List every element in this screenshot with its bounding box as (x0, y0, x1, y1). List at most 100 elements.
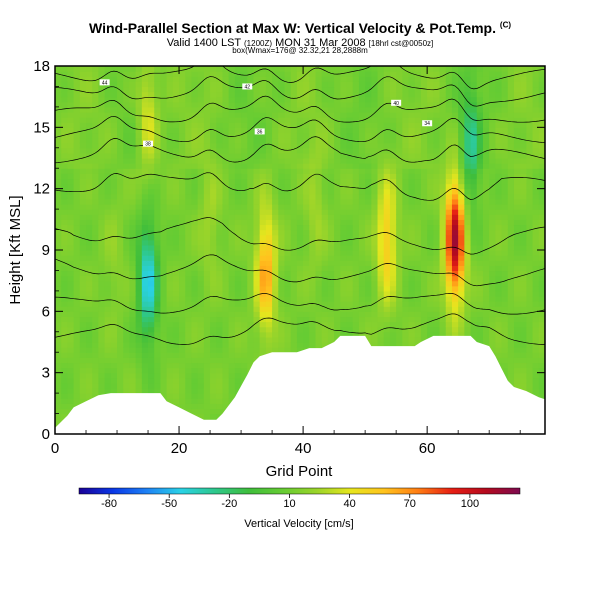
field-cell (73, 347, 81, 353)
field-cell (203, 244, 211, 251)
field-cell (247, 316, 255, 323)
field-cell (55, 183, 62, 190)
field-cell (129, 193, 137, 200)
field-cell (191, 106, 199, 113)
field-cell (278, 76, 286, 82)
field-cell (340, 76, 348, 82)
field-cell (197, 76, 205, 82)
field-cell (141, 152, 149, 159)
field-cell (55, 326, 62, 333)
field-cell (197, 152, 205, 159)
field-cell (327, 168, 335, 174)
field-cell (228, 357, 236, 364)
field-cell (55, 244, 62, 251)
field-cell (154, 362, 162, 369)
field-cell (135, 193, 143, 200)
field-cell (67, 76, 75, 82)
field-cell (104, 173, 112, 180)
field-cell (191, 158, 199, 164)
field-cell (303, 306, 310, 312)
field-cell (284, 270, 292, 277)
field-cell (445, 183, 453, 190)
field-cell (296, 117, 304, 123)
field-cell (55, 393, 62, 399)
field-cell (439, 101, 447, 108)
field-cell (241, 173, 248, 180)
field-cell (303, 76, 310, 82)
field-cell (458, 301, 465, 307)
field-cell (290, 193, 298, 200)
field-cell (476, 209, 484, 215)
field-cell (470, 158, 478, 164)
field-cell (420, 183, 428, 190)
field-cell (234, 209, 242, 215)
field-cell (420, 198, 428, 205)
field-cell (402, 342, 410, 348)
field-cell (352, 234, 360, 241)
field-cell (55, 91, 62, 98)
field-cell (141, 270, 149, 277)
field-cell (55, 193, 62, 200)
field-cell (86, 234, 93, 241)
field-cell (172, 224, 180, 231)
field-cell (464, 321, 472, 328)
field-cell (408, 137, 416, 144)
field-cell (141, 331, 149, 338)
field-cell (420, 193, 428, 200)
field-cell (334, 214, 341, 220)
field-cell (135, 229, 143, 236)
field-cell (197, 357, 205, 364)
field-cell (73, 306, 81, 312)
field-cell (129, 321, 137, 328)
field-cell (222, 265, 230, 272)
field-cell (290, 250, 298, 256)
field-cell (259, 91, 267, 98)
field-cell (222, 352, 230, 358)
field-cell (123, 96, 131, 103)
field-cell (234, 193, 242, 200)
field-cell (451, 86, 459, 93)
field-cell (259, 158, 267, 164)
field-cell (191, 183, 199, 190)
field-cell (458, 137, 465, 144)
field-cell (352, 86, 360, 93)
field-cell (67, 224, 75, 231)
field-cell (179, 106, 186, 113)
field-cell (141, 209, 149, 215)
field-cell (451, 321, 459, 328)
field-cell (377, 91, 385, 98)
field-cell (408, 96, 416, 103)
field-cell (98, 122, 106, 128)
field-cell (358, 285, 366, 292)
field-cell (427, 290, 434, 297)
field-cell (396, 219, 403, 226)
field-cell (129, 66, 137, 72)
field-cell (197, 388, 205, 394)
field-cell (135, 66, 143, 72)
field-cell (253, 96, 261, 103)
field-cell (55, 352, 62, 358)
field-cell (203, 280, 211, 287)
field-cell (327, 132, 335, 139)
field-cell (141, 76, 149, 82)
field-cell (216, 398, 224, 404)
field-cell (129, 265, 137, 272)
field-cell (129, 158, 137, 164)
field-cell (327, 117, 335, 123)
field-cell (67, 377, 75, 384)
field-cell (259, 285, 267, 292)
field-cell (327, 306, 335, 312)
field-cell (358, 117, 366, 123)
field-cell (346, 290, 354, 297)
field-cell (265, 71, 273, 77)
field-cell (259, 301, 267, 307)
field-cell (383, 86, 391, 93)
field-cell (154, 357, 162, 364)
field-cell (284, 132, 292, 139)
field-cell (464, 316, 472, 323)
field-cell (179, 66, 186, 72)
field-cell (191, 168, 199, 174)
field-cell (179, 96, 186, 103)
field-cell (346, 112, 354, 118)
field-cell (135, 342, 143, 348)
